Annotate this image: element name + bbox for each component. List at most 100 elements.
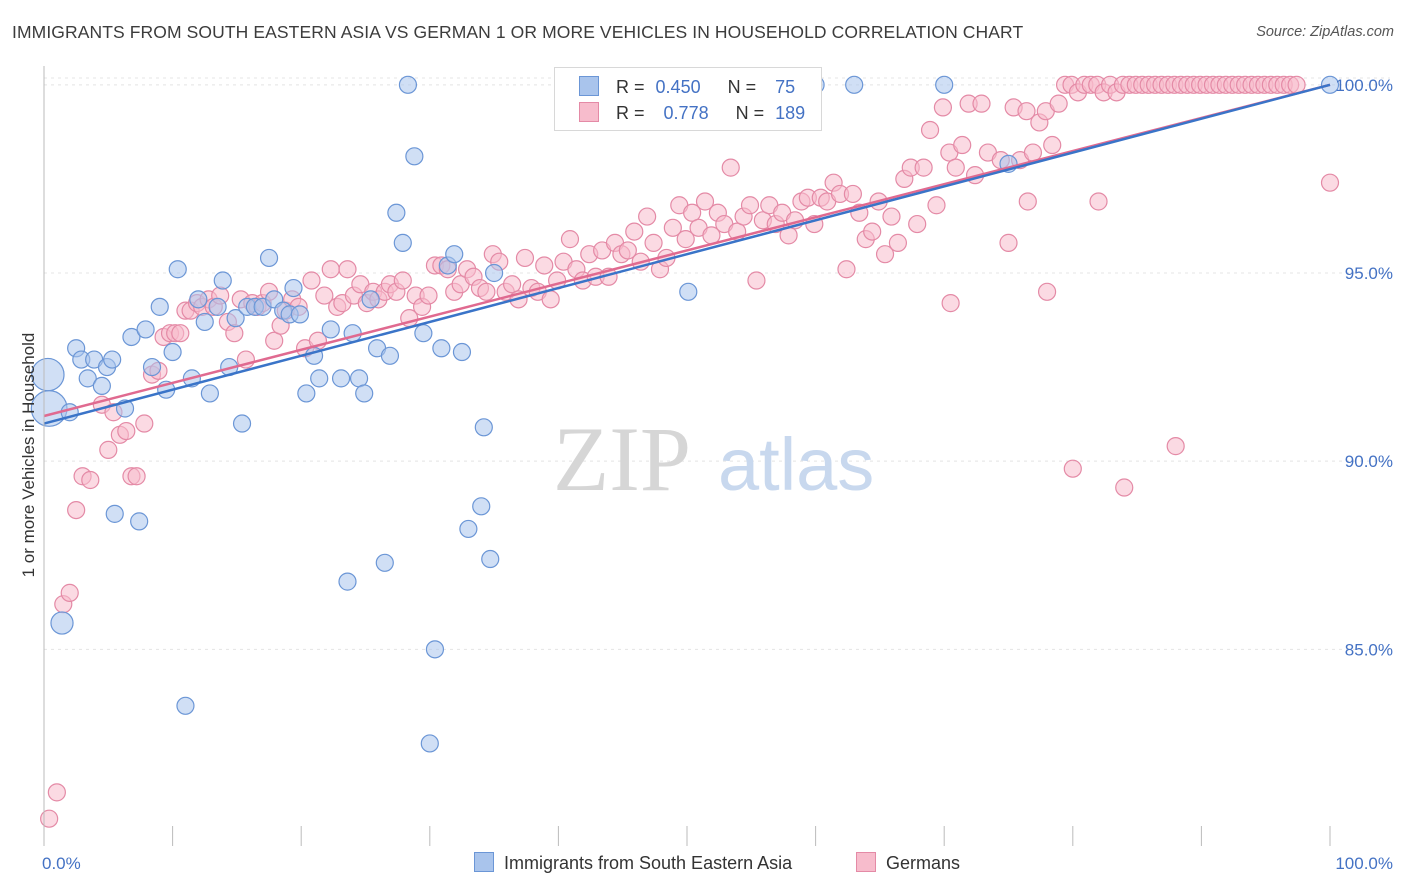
- immigrants-point: [338, 572, 357, 591]
- germans-point: [1017, 102, 1036, 121]
- immigrants-point: [105, 504, 124, 523]
- germans-point: [920, 120, 940, 140]
- immigrants-point: [284, 278, 303, 298]
- germans-point: [477, 282, 496, 301]
- r-label: R =: [616, 77, 645, 97]
- legend-row-germans: R = 0.778 N = 189: [579, 102, 805, 124]
- germans-point: [127, 467, 146, 486]
- immigrants-point: [176, 696, 195, 715]
- immigrants-point: [485, 263, 504, 283]
- watermark-atlas: atlas: [718, 423, 874, 506]
- r-value: 0.450: [655, 77, 701, 97]
- immigrants-point: [361, 290, 380, 309]
- y-tick-label: 85.0%: [1345, 640, 1393, 659]
- pink-swatch: [579, 102, 599, 122]
- germans-point: [972, 94, 991, 113]
- germans-point: [618, 241, 637, 260]
- germans-point: [40, 809, 59, 828]
- immigrants-point: [321, 320, 340, 339]
- germans-point: [1115, 478, 1134, 497]
- watermark-zip: ZIP: [553, 408, 691, 510]
- germans-point: [503, 275, 522, 294]
- r-label: R =: [616, 103, 645, 123]
- germans-point: [1320, 173, 1340, 192]
- germans-point: [99, 440, 118, 459]
- germans-point: [676, 230, 695, 249]
- germans-point: [933, 98, 953, 117]
- immigrants-point: [200, 384, 219, 403]
- immigrants-point: [405, 147, 424, 166]
- germans-point: [927, 196, 946, 215]
- germans-point: [1018, 192, 1037, 211]
- germans-point: [541, 290, 560, 309]
- immigrants-point: [331, 369, 351, 388]
- legend-row-immigrants: R = 0.450 N = 75: [579, 76, 795, 98]
- immigrants-point: [290, 305, 310, 324]
- germans-point: [888, 233, 908, 252]
- legend-germans-label: Germans: [886, 853, 961, 873]
- immigrants-point: [213, 271, 232, 290]
- germans-point: [843, 184, 862, 204]
- germans-point: [999, 233, 1018, 252]
- germans-point: [67, 500, 86, 520]
- germans-point: [644, 233, 663, 252]
- germans-point: [393, 271, 412, 290]
- blue-swatch: [474, 852, 494, 872]
- immigrants-point: [150, 297, 169, 316]
- x-tick-label: 100.0%: [1335, 854, 1393, 873]
- germans-point: [321, 260, 340, 279]
- immigrants-point: [226, 309, 245, 328]
- germans-point: [941, 294, 960, 313]
- immigrants-point: [398, 75, 418, 94]
- blue-swatch: [579, 76, 599, 96]
- immigrants-point: [481, 549, 500, 569]
- y-tick-label: 100.0%: [1335, 76, 1393, 95]
- immigrants-point: [425, 640, 445, 659]
- immigrants-point: [445, 245, 464, 264]
- germans-point: [225, 324, 244, 343]
- immigrants-point: [393, 233, 412, 252]
- germans-point: [171, 324, 190, 343]
- germans-point: [747, 271, 766, 290]
- immigrants-point: [459, 519, 478, 539]
- immigrants-point: [452, 342, 472, 362]
- y-tick-label: 95.0%: [1345, 264, 1393, 283]
- immigrants-point: [297, 384, 316, 403]
- pink-swatch: [856, 852, 876, 872]
- germans-point: [47, 783, 66, 802]
- immigrants-point: [208, 297, 227, 316]
- germans-point: [908, 214, 927, 234]
- germans-point: [302, 271, 321, 290]
- axes: [43, 66, 1331, 846]
- correlation-legend: R = 0.450 N = 75 R = 0.778 N = 189: [554, 67, 822, 131]
- y-axis-label: 1 or more Vehicles in Household: [19, 333, 38, 578]
- immigrants-point: [310, 369, 329, 388]
- tick-labels: 85.0% 90.0% 95.0% 100.0% 0.0% 100.0%: [42, 76, 1393, 873]
- germans-point: [117, 421, 136, 441]
- immigrants-point: [472, 497, 491, 516]
- immigrants-point: [420, 734, 439, 753]
- immigrants-point: [845, 75, 864, 94]
- immigrants-trend-line: [43, 83, 1331, 425]
- immigrants-point: [168, 260, 187, 279]
- immigrants-point: [259, 248, 279, 268]
- immigrants-point: [122, 327, 141, 347]
- germans-point: [338, 260, 357, 279]
- germans-point: [135, 414, 154, 433]
- immigrants-point: [50, 611, 74, 635]
- n-label: N =: [727, 77, 757, 97]
- germans-point: [1043, 135, 1062, 155]
- immigrants-point: [130, 512, 149, 531]
- germans-point: [695, 192, 715, 211]
- germans-point: [560, 230, 580, 249]
- immigrants-point: [679, 282, 698, 301]
- immigrants-sea-points: [30, 75, 1340, 753]
- germans-point: [1166, 437, 1185, 456]
- germans-point: [837, 260, 856, 279]
- germans-point: [914, 158, 933, 177]
- germans-point: [721, 158, 740, 177]
- immigrants-point: [380, 346, 400, 365]
- immigrants-point: [189, 290, 208, 309]
- immigrants-point: [163, 342, 182, 362]
- source-label: Source: ZipAtlas.com: [1256, 24, 1394, 40]
